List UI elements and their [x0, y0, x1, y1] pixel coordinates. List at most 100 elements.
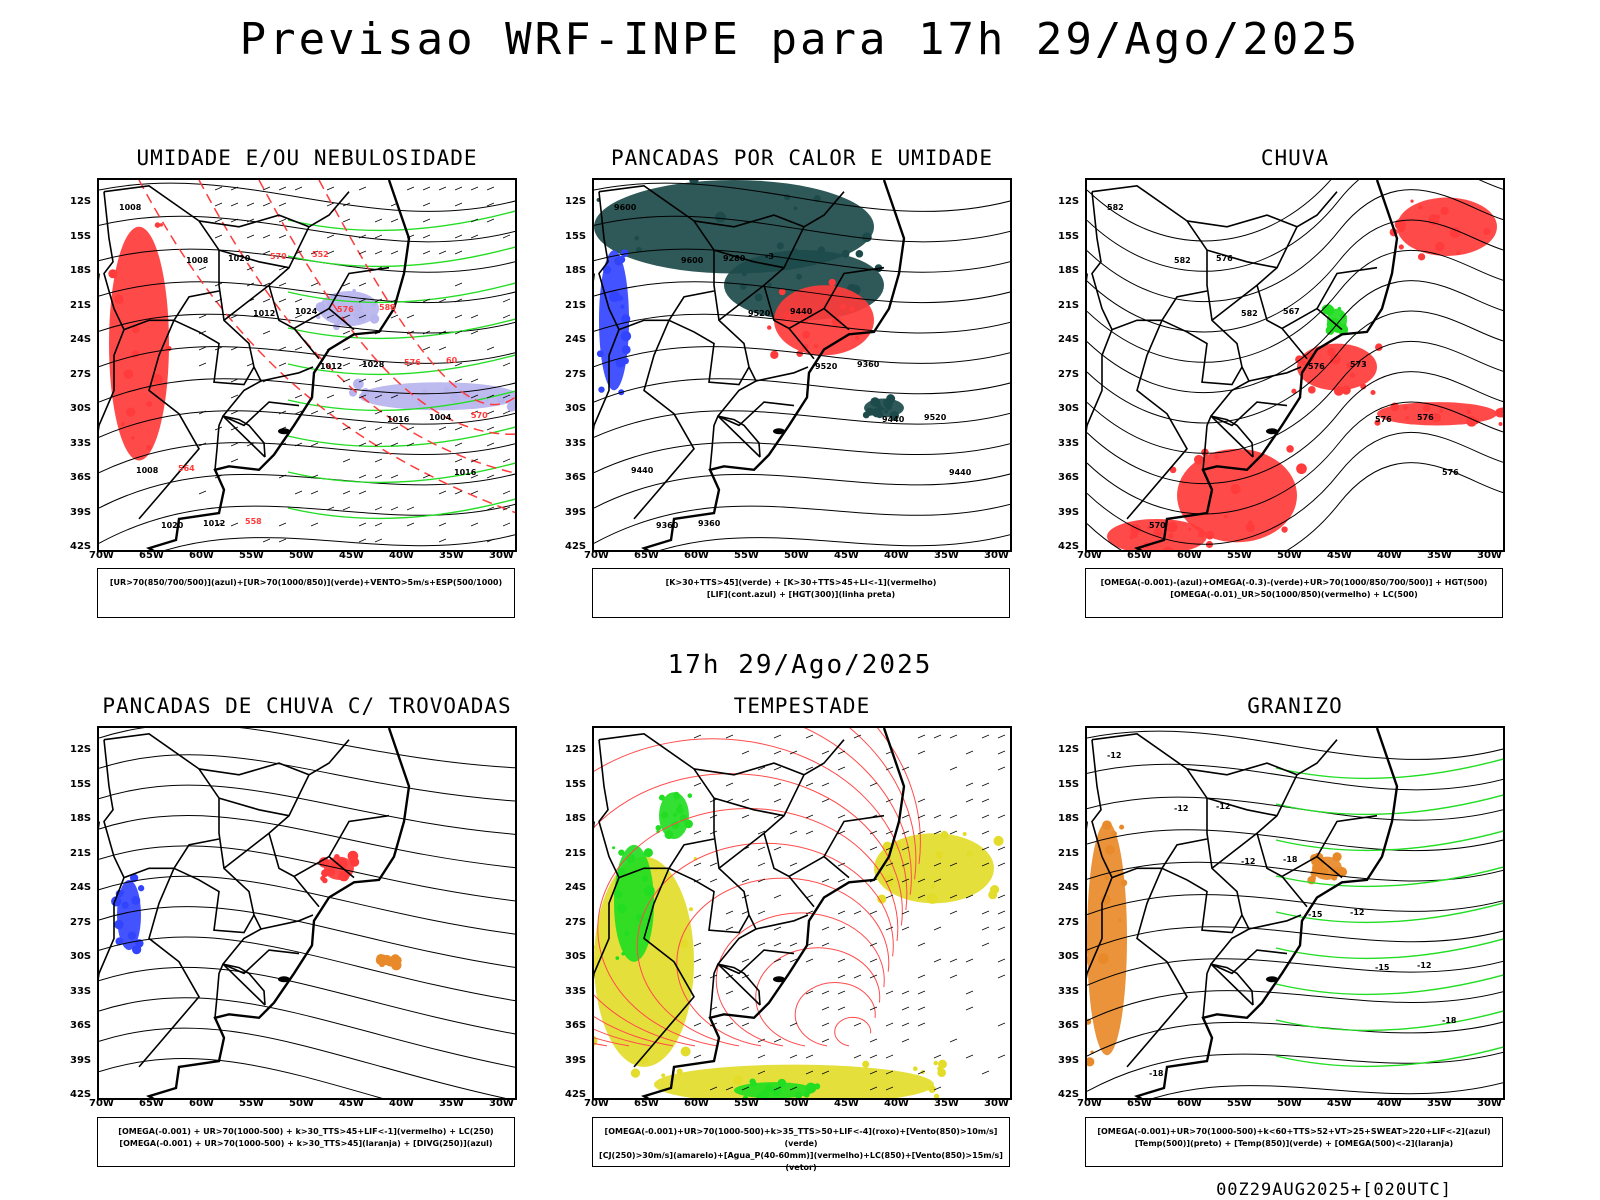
legend-line: [OMEGA(-0.001) + UR>70(1000-500) + k>30_…: [118, 1127, 494, 1136]
shaded-speck: [120, 890, 125, 895]
lon-tick-label: 65W: [634, 550, 659, 561]
wind-arrow: [853, 910, 862, 915]
wind-arrow: [422, 346, 431, 351]
wind-arrow: [342, 378, 351, 383]
lat-tick-label: 12S: [565, 196, 587, 207]
political-border: [103, 184, 266, 458]
shaded-speck: [675, 806, 684, 814]
wind-arrow: [390, 506, 399, 511]
lat-tick-label: 33S: [70, 437, 92, 449]
shaded-speck: [340, 860, 346, 866]
wind-arrow: [981, 862, 990, 867]
political-border: [1210, 401, 1288, 427]
coastline: [1134, 728, 1399, 1098]
contour-label: 9440: [882, 415, 905, 424]
wind-arrow: [901, 990, 910, 995]
lat-tick-label: 27S: [70, 368, 92, 380]
wind-arrow: [773, 958, 782, 963]
wind-arrow: [853, 734, 862, 739]
wind-arrow: [917, 1022, 926, 1027]
wind-arrow: [422, 202, 431, 207]
political-border: [1206, 797, 1278, 817]
shaded-speck: [854, 335, 860, 341]
wind-arrow: [805, 734, 814, 739]
wind-arrow: [917, 894, 926, 899]
isoline: [1087, 958, 1503, 986]
green-isoline: [1275, 1046, 1503, 1068]
shaded-speck: [1325, 304, 1333, 311]
shaded-speck: [862, 411, 870, 419]
wind-arrow: [438, 538, 447, 543]
political-border: [173, 867, 255, 934]
political-border: [198, 762, 310, 776]
political-border: [1256, 832, 1308, 908]
shaded-speck: [1483, 228, 1491, 236]
green-isoline: [287, 498, 515, 520]
isoline: [594, 182, 1010, 212]
wind-arrow: [262, 330, 271, 335]
shaded-speck: [333, 323, 340, 331]
wind-arrow: [454, 298, 463, 303]
wind-arrow: [342, 202, 351, 207]
wind-arrow: [326, 410, 335, 415]
contour-label: 9360: [857, 360, 880, 369]
contour-label: 1024: [295, 307, 318, 316]
wind-arrow: [374, 234, 383, 239]
lat-tick-label: 42S: [1058, 541, 1080, 552]
wind-arrow: [885, 862, 894, 867]
green-isoline: [287, 246, 515, 268]
isoline: [99, 728, 515, 769]
wind-arrow: [374, 506, 383, 511]
wind-arrow: [262, 186, 271, 191]
wind-arrow: [821, 1070, 830, 1075]
wind-arrow: [853, 974, 862, 979]
shaded-speck: [841, 249, 850, 258]
shaded-speck: [874, 399, 881, 406]
coastline: [146, 728, 411, 1098]
wind-arrow: [917, 1006, 926, 1011]
shaded-speck: [1374, 419, 1381, 426]
wind-arrow: [326, 250, 335, 255]
wind-arrow: [725, 926, 734, 931]
wind-arrow: [725, 974, 734, 979]
lat-tick-label: 15S: [565, 230, 587, 242]
shaded-speck: [320, 875, 326, 882]
wind-arrow: [390, 250, 399, 255]
political-border: [823, 266, 885, 309]
lat-tick-label: 39S: [565, 506, 587, 518]
wind-arrow: [230, 410, 239, 415]
wind-arrow: [486, 474, 495, 479]
lon-tick-label: 30W: [984, 1098, 1009, 1109]
political-border: [717, 949, 795, 975]
isoline: [99, 182, 515, 212]
wind-arrow: [470, 186, 479, 191]
wind-arrow: [933, 862, 942, 867]
shaded-speck: [1466, 409, 1472, 414]
shaded-region: [1177, 448, 1297, 543]
wind-arrow: [278, 202, 287, 207]
shaded-speck: [357, 312, 365, 319]
contour-label: 9360: [698, 519, 721, 528]
wind-arrow: [198, 490, 207, 495]
shaded-speck: [1281, 526, 1288, 533]
shaded-speck: [1194, 454, 1204, 465]
wind-arrow: [837, 830, 846, 835]
shaded-speck: [884, 410, 888, 414]
isoline: [659, 534, 1010, 550]
lon-tick-label: 70W: [89, 550, 114, 561]
shaded-speck: [1341, 385, 1351, 395]
lat-tick-label: 12S: [1058, 744, 1080, 755]
wind-arrow: [725, 910, 734, 915]
shaded-speck: [672, 812, 678, 818]
wind-arrow: [486, 506, 495, 511]
wind-arrow: [230, 314, 239, 319]
isoline: [1087, 371, 1503, 485]
wind-arrow: [310, 474, 319, 479]
wind-arrow: [438, 250, 447, 255]
shaded-speck: [127, 931, 137, 940]
wind-arrow: [981, 830, 990, 835]
contour-lines: [99, 728, 515, 1098]
wind-arrow: [917, 814, 926, 819]
wind-arrow: [901, 910, 910, 915]
contour-label: 9600: [681, 256, 704, 265]
